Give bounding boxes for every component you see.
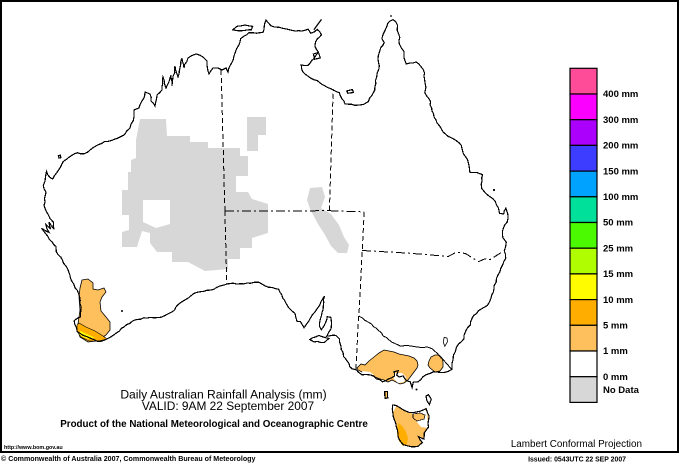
svg-text:100 mm: 100 mm xyxy=(603,192,638,203)
svg-text:5 mm: 5 mm xyxy=(603,321,628,332)
svg-text:0 mm: 0 mm xyxy=(603,372,628,383)
svg-text:400 mm: 400 mm xyxy=(603,89,638,100)
svg-text:Lambert Conformal Projection: Lambert Conformal Projection xyxy=(511,439,642,450)
svg-text:300 mm: 300 mm xyxy=(603,115,638,126)
svg-text:50 mm: 50 mm xyxy=(603,218,633,229)
svg-text:© Commonwealth of Australia 20: © Commonwealth of Australia 2007, Common… xyxy=(1,455,256,463)
svg-text:10 mm: 10 mm xyxy=(603,295,633,306)
svg-text:25 mm: 25 mm xyxy=(603,243,633,254)
svg-text:1 mm: 1 mm xyxy=(603,346,628,357)
svg-text:200 mm: 200 mm xyxy=(603,141,638,152)
svg-text:VALID: 9AM 22 September 2007: VALID: 9AM 22 September 2007 xyxy=(142,399,315,413)
svg-text:No Data: No Data xyxy=(603,385,640,396)
svg-text:Issued: 0543UTC 22 SEP 2007: Issued: 0543UTC 22 SEP 2007 xyxy=(528,457,626,464)
svg-text:http://www.bom.gov.au: http://www.bom.gov.au xyxy=(4,445,63,451)
svg-text:15 mm: 15 mm xyxy=(603,269,633,280)
svg-text:Daily Australian Rainfall Anal: Daily Australian Rainfall Analysis (mm) xyxy=(120,388,326,402)
svg-text:150 mm: 150 mm xyxy=(603,166,638,177)
svg-text:Product of the National Meteor: Product of the National Meteorological a… xyxy=(60,419,368,430)
